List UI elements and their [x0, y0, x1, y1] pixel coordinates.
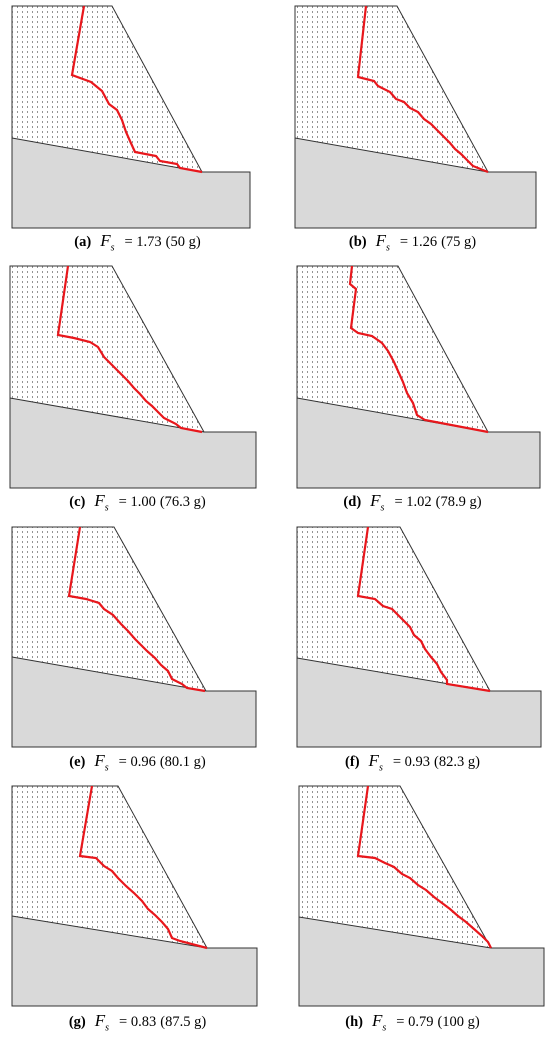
acceleration-value: (78.9 g) — [435, 493, 482, 510]
acceleration-value: (75 g) — [441, 233, 477, 250]
caption-g: (g) Fs = 0.83 (87.5 g) — [0, 1009, 275, 1035]
failure-surface-line — [78, 785, 208, 950]
slope-outline — [11, 785, 208, 949]
foundation-region — [298, 916, 545, 1007]
caption-f: (f) Fs = 0.93 (82.3 g) — [275, 749, 550, 775]
foundation-region — [9, 397, 257, 489]
slope-soil-region — [297, 266, 488, 432]
factor-symbol: Fs — [368, 750, 383, 774]
slope-soil-region — [12, 786, 207, 948]
panel-g: (g) Fs = 0.83 (87.5 g) — [0, 780, 275, 1040]
acceleration-value: (87.5 g) — [160, 1013, 207, 1030]
caption-b: (b) Fs = 1.26 (75 g) — [275, 229, 550, 255]
factor-symbol: Fs — [371, 1010, 387, 1034]
panel-b: (b) Fs = 1.26 (75 g) — [275, 0, 550, 260]
slope-outline — [9, 265, 205, 433]
acceleration-value: (50 g) — [165, 233, 201, 250]
panel-label: (g) — [68, 1013, 86, 1030]
panel-f: (f) Fs = 0.93 (82.3 g) — [275, 520, 550, 780]
caption-c: (c) Fs = 1.00 (76.3 g) — [0, 489, 275, 515]
slope-soil-region — [295, 6, 488, 172]
panel-label: (d) — [343, 493, 362, 510]
foundation-region — [11, 137, 251, 229]
slope-outline — [296, 526, 491, 692]
factor-value: = 1.00 — [118, 493, 156, 510]
slope-model-a — [11, 5, 251, 229]
factor-value: = 1.26 — [399, 233, 438, 250]
panel-h: (h) Fs = 0.79 (100 g) — [275, 780, 550, 1040]
failure-surface-line — [56, 265, 203, 434]
panel-label: (h) — [345, 1013, 363, 1030]
failure-surface-line — [356, 785, 492, 949]
factor-value: = 0.83 — [119, 1013, 157, 1030]
slope-model-d — [296, 265, 541, 489]
caption-h: (h) Fs = 0.79 (100 g) — [275, 1009, 550, 1035]
slope-outline — [298, 785, 492, 949]
panel-e: (e) Fs = 0.96 (80.1 g) — [0, 520, 275, 780]
failure-surface-line — [67, 526, 206, 693]
factor-value: = 1.02 — [394, 493, 432, 510]
slope-soil-region — [12, 527, 206, 691]
panel-label: (b) — [348, 233, 367, 250]
failure-surface-line — [356, 526, 491, 693]
panel-label: (c) — [69, 493, 86, 510]
slope-outline — [11, 526, 207, 692]
factor-symbol: Fs — [94, 490, 109, 514]
slope-model-f — [296, 526, 542, 748]
failure-surface-line — [70, 5, 203, 174]
factor-symbol: Fs — [370, 490, 385, 514]
panel-label: (f) — [345, 753, 360, 770]
foundation-region — [294, 137, 537, 229]
slope-outline — [11, 5, 203, 173]
acceleration-value: (82.3 g) — [434, 753, 480, 770]
panel-label: (a) — [74, 233, 92, 250]
panel-label: (e) — [69, 753, 86, 770]
caption-d: (d) Fs = 1.02 (78.9 g) — [275, 489, 550, 515]
factor-symbol: Fs — [100, 230, 115, 254]
factor-value: = 0.79 — [396, 1013, 434, 1030]
foundation-region — [11, 915, 258, 1007]
factor-symbol: Fs — [375, 230, 390, 254]
failure-surface-line — [356, 5, 489, 174]
panel-c: (c) Fs = 1.00 (76.3 g) — [0, 260, 275, 520]
caption-a: (a) Fs = 1.73 (50 g) — [0, 229, 275, 255]
panel-d: (d) Fs = 1.02 (78.9 g) — [275, 260, 550, 520]
slope-outline — [296, 265, 489, 433]
factor-value: = 0.96 — [118, 753, 156, 770]
panel-a: (a) Fs = 1.73 (50 g) — [0, 0, 275, 260]
caption-e: (e) Fs = 0.96 (80.1 g) — [0, 749, 275, 775]
slope-model-e — [11, 526, 257, 748]
slope-model-g — [11, 785, 258, 1007]
acceleration-value: (76.3 g) — [159, 493, 206, 510]
failure-surface-line — [348, 265, 489, 434]
slope-soil-region — [10, 266, 204, 432]
factor-symbol: Fs — [94, 1010, 110, 1034]
slope-soil-region — [12, 6, 202, 172]
acceleration-value: (100 g) — [437, 1013, 480, 1030]
factor-symbol: Fs — [94, 750, 109, 774]
factor-value: = 1.73 — [124, 233, 162, 250]
slope-model-c — [9, 265, 257, 489]
slope-model-b — [294, 5, 537, 229]
factor-value: = 0.93 — [392, 753, 431, 770]
acceleration-value: (80.1 g) — [159, 753, 206, 770]
foundation-region — [11, 656, 257, 748]
slope-model-h — [298, 785, 545, 1007]
slope-outline — [294, 5, 489, 173]
